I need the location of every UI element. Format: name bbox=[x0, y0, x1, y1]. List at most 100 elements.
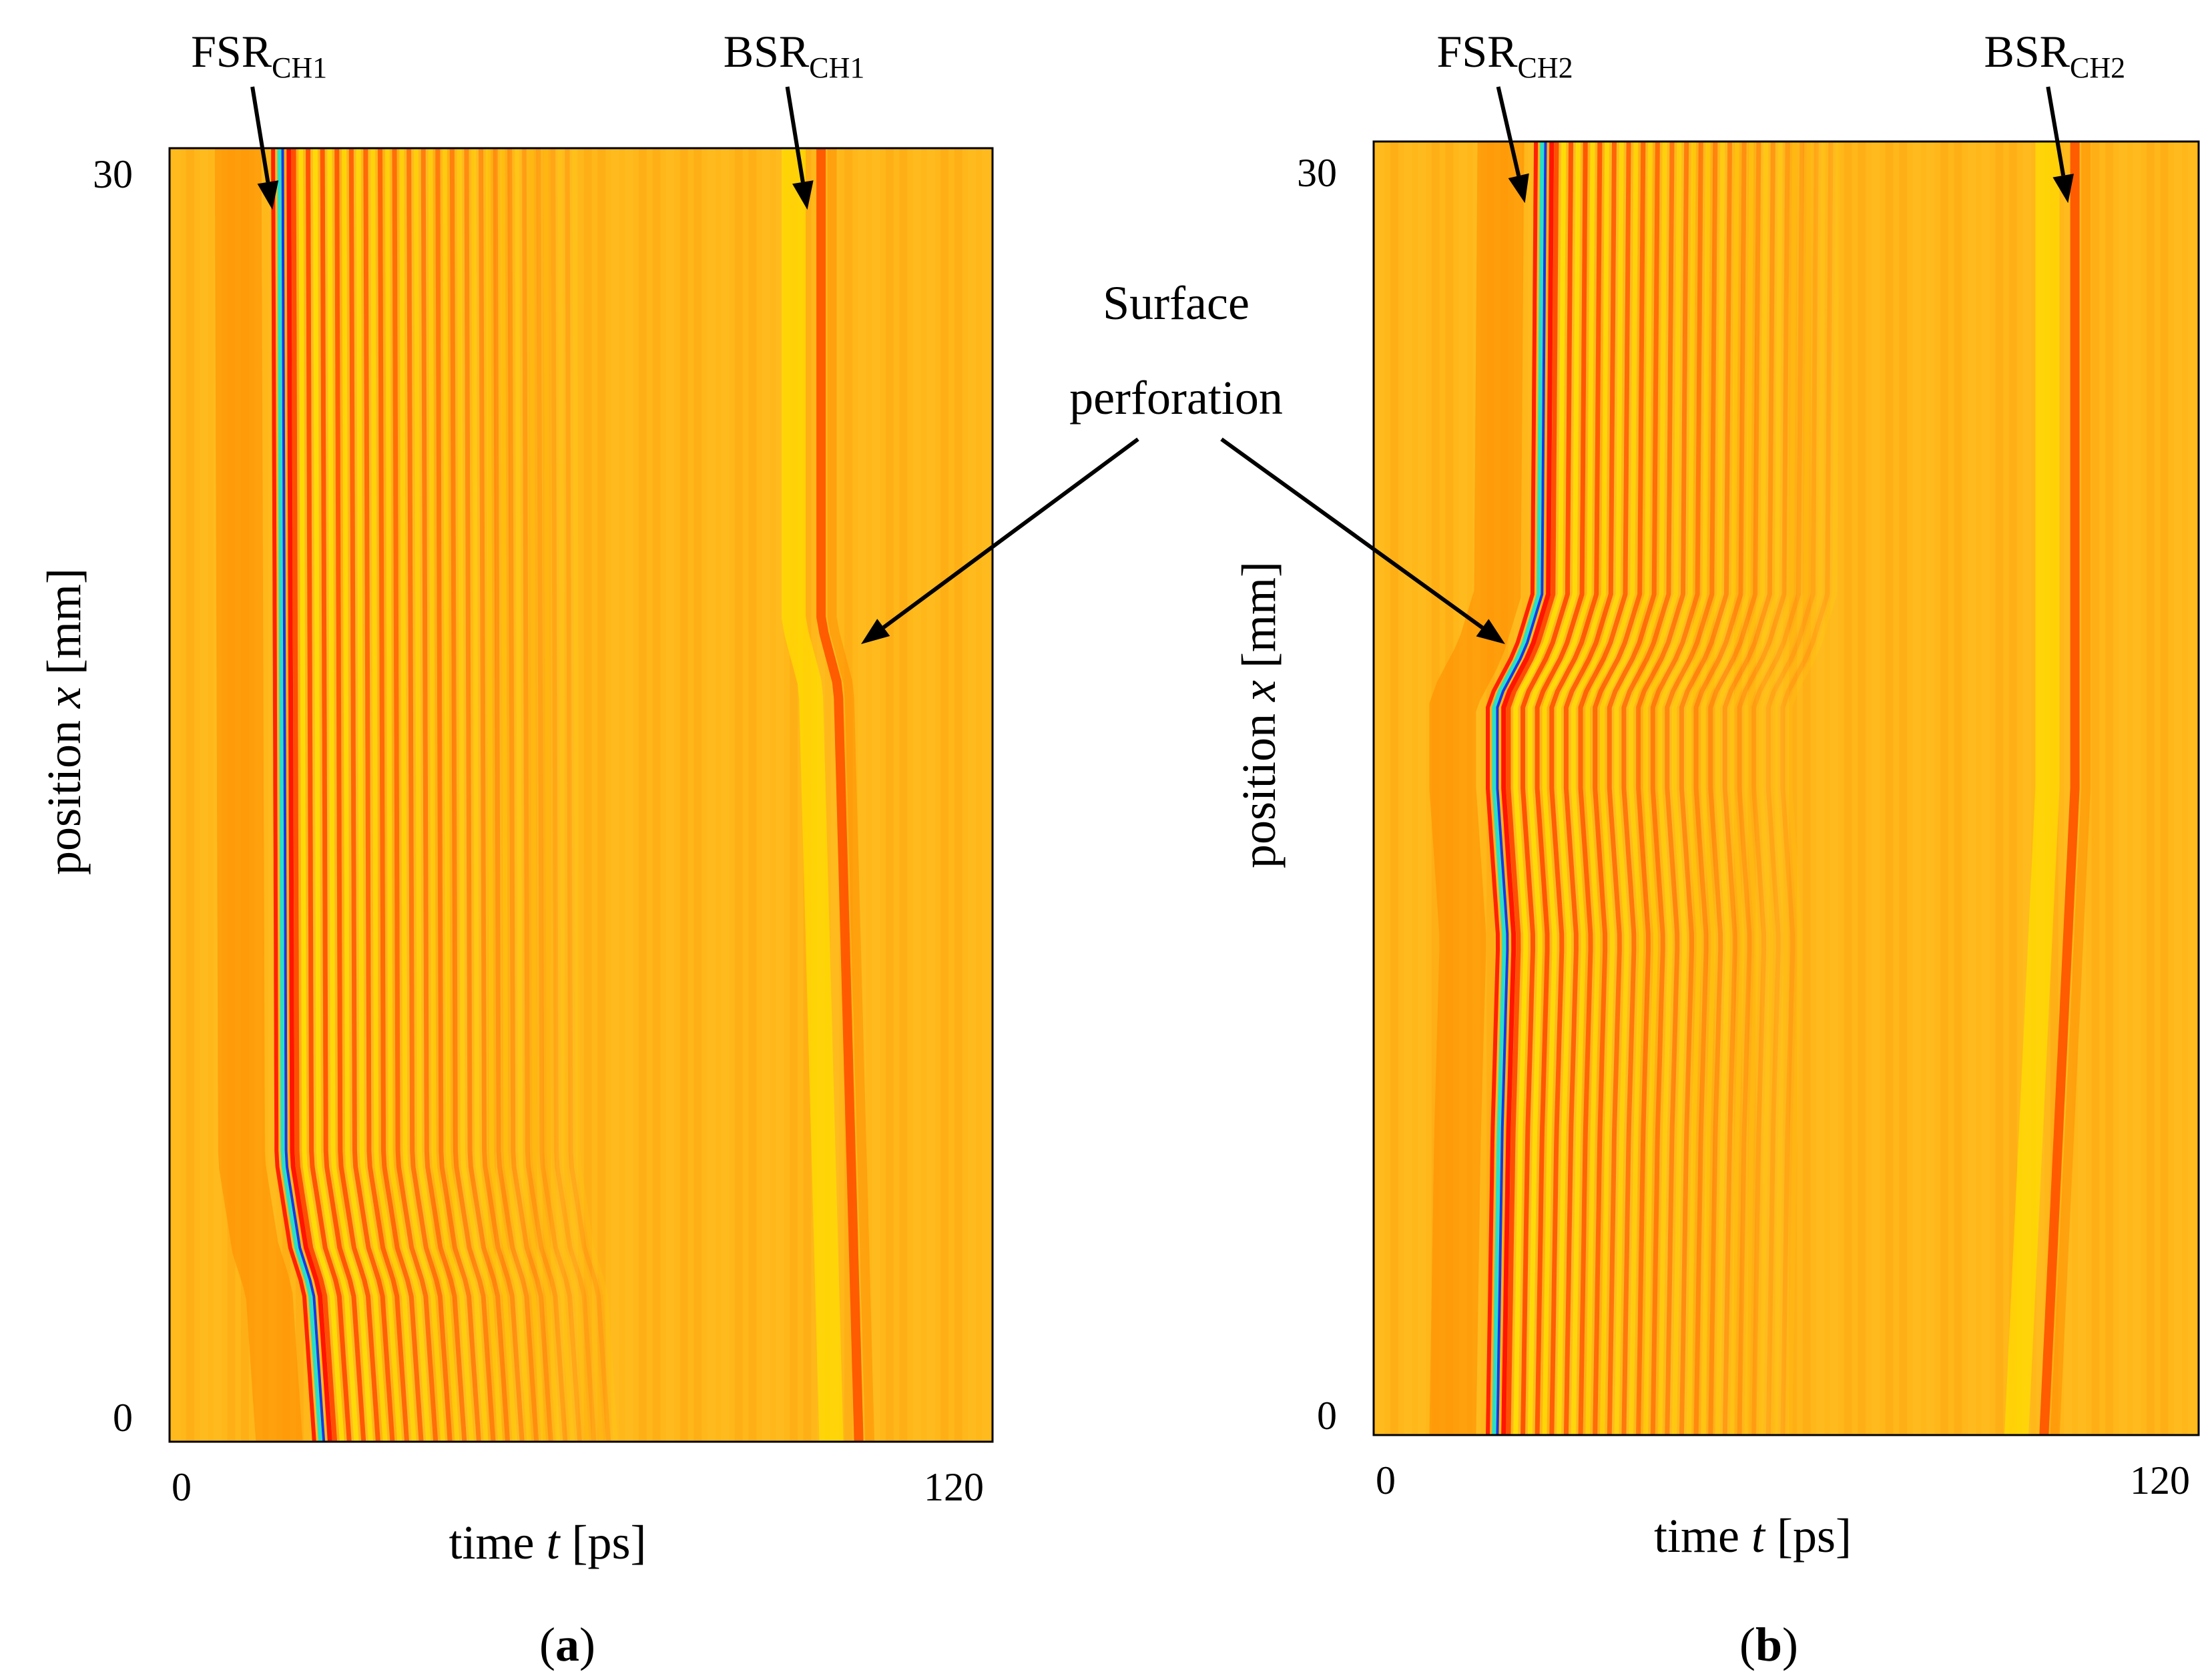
texture-stripe bbox=[1376, 142, 1385, 1435]
fsr-red-trail bbox=[1501, 142, 1555, 1435]
ringing-stripe-red bbox=[550, 148, 597, 1442]
arrow-shaft bbox=[250, 86, 270, 183]
ringing-stripe-yellow bbox=[1729, 142, 1783, 1435]
fsr-cyan-core bbox=[277, 148, 322, 1442]
texture-stripe bbox=[652, 148, 661, 1442]
bsr-yellow-halo bbox=[782, 148, 844, 1442]
texture-stripe bbox=[1981, 142, 1990, 1435]
ringing-stripe-yellow bbox=[485, 148, 532, 1442]
bsr-red-line bbox=[816, 148, 864, 1442]
texture-stripe bbox=[1706, 142, 1715, 1435]
ringing-stripe-yellow bbox=[443, 148, 489, 1442]
texture-stripe bbox=[885, 148, 894, 1442]
ringing-stripe-red bbox=[306, 148, 352, 1442]
texture-stripe bbox=[1404, 142, 1412, 1435]
ringing-stripe-red bbox=[1751, 142, 1805, 1435]
texture-stripe bbox=[556, 148, 565, 1442]
ringing-stripe-red bbox=[449, 148, 496, 1442]
texture-stripe bbox=[1418, 142, 1426, 1435]
ringing-stripe-yellow bbox=[457, 148, 503, 1442]
ringing-stripe-red bbox=[1506, 142, 1559, 1435]
bsr-arrow bbox=[2046, 86, 2074, 204]
fsr-red-trail bbox=[286, 148, 332, 1442]
texture-stripe bbox=[762, 148, 770, 1442]
texture-stripe bbox=[1899, 142, 1908, 1435]
heatmap-area bbox=[170, 148, 993, 1442]
texture-stripe bbox=[666, 148, 675, 1442]
ringing-stripe-red bbox=[1549, 142, 1603, 1435]
ringing-stripe-red bbox=[479, 148, 525, 1442]
ringing-stripe-yellow bbox=[1672, 142, 1725, 1435]
x-tick-label: 0 bbox=[172, 1465, 192, 1509]
surface-perforation-annotation: Surface perforation bbox=[861, 276, 1505, 644]
texture-stripe bbox=[1679, 142, 1687, 1435]
bsr-orange-edge bbox=[2050, 142, 2091, 1435]
y-tick-label: 30 bbox=[93, 152, 133, 196]
texture-stripe bbox=[1926, 142, 1935, 1435]
texture-stripe bbox=[1816, 142, 1825, 1435]
fsr-red-edge bbox=[271, 148, 316, 1442]
texture-stripe bbox=[1802, 142, 1811, 1435]
texture-stripe bbox=[638, 148, 647, 1442]
ringing-stripe-red bbox=[1607, 142, 1660, 1435]
texture-stripe bbox=[2119, 142, 2127, 1435]
ringing-stripe-yellow bbox=[1513, 142, 1567, 1435]
bsr-yellow-halo bbox=[2004, 142, 2060, 1435]
texture-stripe bbox=[1747, 142, 1756, 1435]
y-tick-label: 0 bbox=[1317, 1394, 1337, 1438]
arrow-head bbox=[2052, 174, 2074, 204]
ringing-stripe-yellow bbox=[1542, 142, 1595, 1435]
texture-stripe bbox=[981, 148, 990, 1442]
arrow-head bbox=[257, 180, 279, 210]
texture-stripe bbox=[1775, 142, 1783, 1435]
texture-stripe bbox=[543, 148, 551, 1442]
arrow-head bbox=[1508, 173, 1529, 204]
ringing-stripe-red bbox=[1520, 142, 1574, 1435]
texture-stripe bbox=[1693, 142, 1701, 1435]
fsr-arrow bbox=[250, 86, 279, 210]
ringing-stripe-red bbox=[521, 148, 568, 1442]
ringing-stripe-red bbox=[291, 148, 338, 1442]
ringing-stripe-red bbox=[377, 148, 424, 1442]
panel-caption: (b) bbox=[1739, 1618, 1798, 1671]
bsr-label: BSRCH2 bbox=[1984, 26, 2125, 84]
arrow-head bbox=[792, 180, 814, 210]
panel-a: 30 00 120 time t [ps] position x [mm] (a) FSRC… bbox=[37, 26, 994, 1671]
ringing-stripe-red bbox=[334, 148, 380, 1442]
ringing-stripe-yellow bbox=[342, 148, 388, 1442]
texture-stripe bbox=[721, 148, 730, 1442]
ringing-stripe-yellow bbox=[1657, 142, 1711, 1435]
texture-stripe bbox=[1844, 142, 1852, 1435]
arrow-head bbox=[861, 619, 890, 644]
texture-stripe bbox=[419, 148, 428, 1442]
texture-stripe bbox=[172, 148, 181, 1442]
ringing-stripe-yellow bbox=[413, 148, 460, 1442]
texture-stripe bbox=[2091, 142, 2100, 1435]
ringing-stripe-red bbox=[1665, 142, 1718, 1435]
texture-stripe bbox=[611, 148, 619, 1442]
arrow-shaft bbox=[1496, 86, 1521, 177]
texture-stripe bbox=[2187, 142, 2196, 1435]
ringing-stripe-red bbox=[363, 148, 409, 1442]
ringing-stripe-yellow bbox=[1557, 142, 1610, 1435]
ringing-stripe-red bbox=[1578, 142, 1631, 1435]
ringing-stripe-yellow bbox=[572, 148, 618, 1442]
ringing-stripe-red bbox=[320, 148, 366, 1442]
texture-stripe bbox=[872, 148, 880, 1442]
texture-stripe bbox=[954, 148, 962, 1442]
texture-stripe bbox=[694, 148, 702, 1442]
ringing-stripe-yellow bbox=[1614, 142, 1667, 1435]
ringing-stripe-red bbox=[1621, 142, 1675, 1435]
fsr-blue-core bbox=[1496, 142, 1547, 1435]
heatmap-area bbox=[1374, 142, 2199, 1435]
ringing-stripe-yellow bbox=[529, 148, 575, 1442]
ringing-stripe-yellow bbox=[384, 148, 431, 1442]
surface-arrow-left bbox=[861, 437, 1139, 644]
y-axis-label: position x [mm] bbox=[37, 568, 91, 875]
ringing-stripe-red bbox=[1765, 142, 1819, 1435]
bsr-red-line bbox=[2039, 142, 2080, 1435]
ringing-stripe-yellow bbox=[298, 148, 344, 1442]
texture-stripe bbox=[625, 148, 633, 1442]
ringing-stripe-red bbox=[565, 148, 611, 1442]
